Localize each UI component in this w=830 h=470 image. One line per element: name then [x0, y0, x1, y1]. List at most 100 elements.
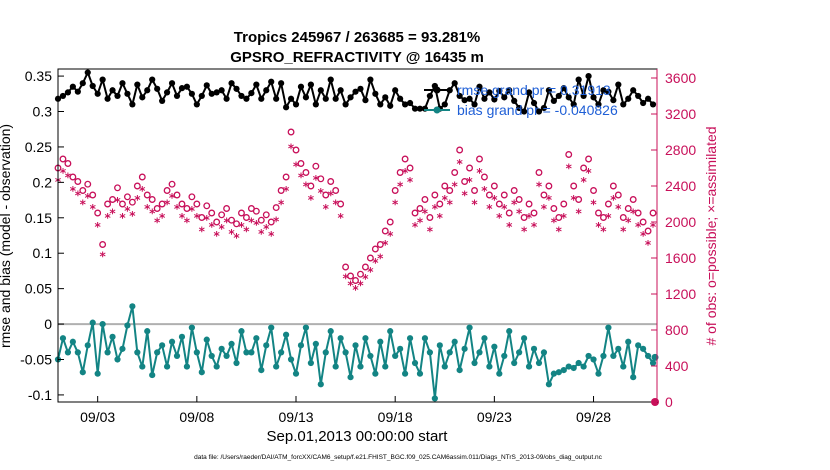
rmse-marker: [540, 104, 548, 112]
bias-marker: [327, 328, 334, 335]
assimilated-count-marker: *: [476, 166, 483, 180]
rmse-marker: [620, 101, 627, 108]
assimilated-count-marker: *: [511, 198, 518, 212]
bias-marker: [635, 342, 642, 349]
rmse-marker: [525, 89, 533, 96]
rmse-marker: [69, 83, 76, 90]
bias-marker: [238, 328, 245, 335]
bias-marker: [104, 349, 111, 356]
assimilated-count-marker: *: [318, 186, 325, 200]
bias-marker: [248, 349, 255, 356]
bias-marker: [144, 328, 151, 335]
bias-marker: [525, 363, 533, 370]
rmse-marker: [411, 105, 419, 112]
assimilated-count-marker: *: [95, 220, 102, 234]
assimilated-count-marker: *: [427, 225, 434, 239]
bias-marker: [580, 363, 587, 370]
bias-marker: [233, 359, 240, 367]
assimilated-count-marker: *: [80, 198, 87, 212]
assimilated-count-marker: *: [199, 225, 206, 239]
bias-marker: [342, 349, 349, 356]
assimilated-count-marker: *: [179, 211, 186, 225]
bias-marker: [337, 335, 344, 342]
assimilated-count-marker: *: [620, 225, 627, 239]
bias-marker: [625, 338, 632, 345]
x-tick-label: 09/13: [278, 409, 313, 425]
possible-count-marker: [361, 263, 369, 271]
rmse-marker: [223, 95, 230, 102]
possible-count-marker: [619, 214, 627, 221]
bias-marker: [213, 363, 220, 370]
rmse-marker: [59, 92, 67, 100]
rmse-marker: [233, 85, 240, 92]
assimilated-count-marker: *: [457, 157, 464, 171]
bias-marker: [501, 352, 508, 360]
assimilated-count-marker: *: [248, 216, 255, 230]
bias-marker: [630, 374, 637, 381]
possible-count-marker: [515, 196, 523, 203]
bias-marker: [595, 370, 602, 377]
rmse-marker: [342, 101, 349, 108]
possible-count-marker: [446, 187, 454, 194]
possible-count-marker: [386, 218, 394, 226]
assimilated-count-marker: *: [253, 218, 260, 232]
y-right-tick-label: 3200: [665, 106, 696, 122]
assimilated-count-marker: *: [283, 184, 290, 198]
possible-count-marker: [357, 270, 364, 278]
possible-count-marker: [84, 180, 92, 188]
y-tick-label: -0.1: [28, 387, 52, 403]
possible-count-marker: [218, 211, 226, 219]
bias-marker: [565, 363, 572, 370]
assimilated-count-marker: *: [154, 216, 161, 230]
assimilated-count-marker: *: [580, 175, 587, 189]
rmse-marker: [570, 101, 577, 108]
possible-count-marker: [94, 209, 102, 217]
possible-count-marker: [148, 196, 156, 203]
bias-marker: [402, 370, 409, 377]
rmse-marker: [253, 81, 260, 88]
rmse-marker: [511, 97, 518, 104]
rmse-marker: [595, 101, 602, 108]
possible-count-marker: [168, 180, 176, 188]
possible-count-marker: [193, 200, 201, 208]
possible-count-marker: [347, 272, 355, 280]
bias-marker: [511, 359, 518, 367]
possible-count-marker: [223, 205, 231, 212]
assimilated-count-marker: *: [323, 202, 330, 216]
assimilated-count-marker: *: [501, 202, 508, 216]
bias-marker: [416, 370, 424, 377]
rmse-marker: [486, 89, 493, 96]
possible-count-marker: [580, 164, 588, 172]
possible-count-marker: [391, 187, 399, 194]
rmse-marker: [94, 90, 101, 97]
y-tick-label: 0: [44, 316, 52, 332]
bias-marker: [129, 303, 136, 310]
bias-marker: [84, 342, 91, 349]
possible-count-marker: [371, 245, 379, 253]
rmse-marker: [228, 80, 235, 87]
possible-count-marker: [188, 193, 196, 201]
assimilated-count-marker: *: [442, 193, 449, 207]
possible-count-marker: [381, 227, 389, 235]
bias-marker: [297, 342, 305, 349]
assimilated-count-marker: *: [516, 207, 523, 221]
bias-marker: [431, 395, 438, 402]
assimilated-count-marker: *: [417, 216, 424, 230]
bias-marker: [486, 363, 493, 370]
rmse-marker: [213, 89, 220, 96]
assimilated-count-marker: *: [347, 279, 354, 293]
bias-marker: [506, 328, 513, 335]
possible-count-marker: [585, 155, 593, 163]
bias-marker: [436, 342, 443, 349]
assimilated-count-marker: *: [576, 207, 583, 221]
rmse-marker: [278, 80, 285, 87]
possible-count-marker: [416, 205, 424, 212]
chart-title: Tropics 245967 / 263685 = 93.281%: [234, 29, 480, 46]
assimilated-count-marker: *: [590, 198, 597, 212]
bias-marker: [535, 359, 543, 367]
rmse-marker: [471, 101, 478, 108]
possible-count-marker: [520, 214, 528, 221]
bias-marker: [99, 320, 106, 328]
bias-marker: [362, 335, 369, 342]
bias-marker: [441, 363, 448, 370]
